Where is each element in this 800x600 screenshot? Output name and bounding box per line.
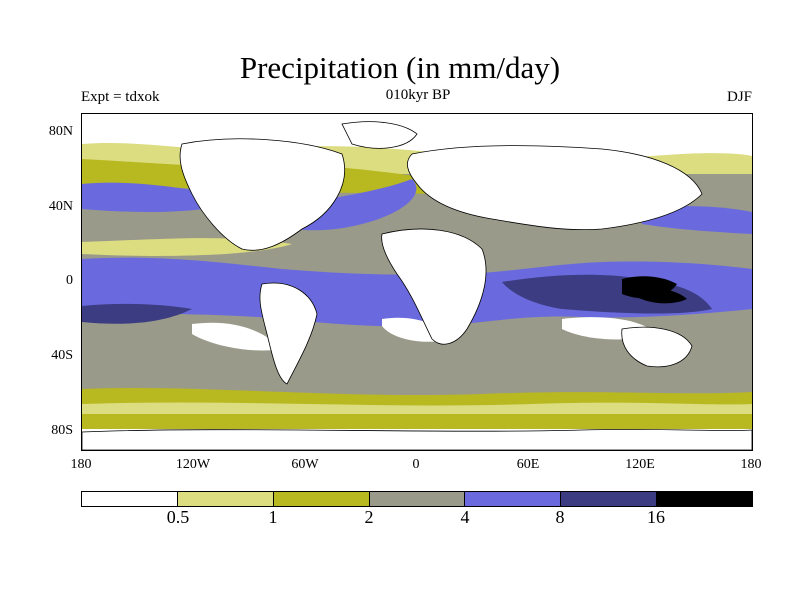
colorbar-seg-gt-16	[656, 492, 753, 506]
colorbar-seg-2-4	[368, 492, 465, 506]
colorbar	[81, 491, 753, 507]
south-america	[259, 282, 318, 385]
colorbar-label-2: 2	[364, 507, 374, 527]
experiment-label: Expt = tdxok	[81, 89, 160, 105]
colorbar-seg-1-2	[272, 492, 369, 506]
antarctica	[82, 429, 752, 450]
colorbar-label-4: 4	[460, 507, 470, 527]
precipitation-map	[81, 113, 753, 451]
maritime-continent-max2	[637, 288, 687, 304]
x-tick-60w: 60W	[291, 457, 319, 472]
colorbar-seg-0.5-1	[176, 492, 273, 506]
greenland	[341, 121, 418, 149]
x-tick-120e: 120E	[625, 457, 655, 472]
australia	[621, 326, 693, 368]
southern-edge-band	[82, 416, 752, 429]
colorbar-seg-4-8	[464, 492, 561, 506]
southern-light-band	[82, 402, 752, 414]
y-tick-80s: 80S	[51, 423, 73, 438]
map-title: Precipitation (in mm/day)	[239, 50, 561, 85]
colorbar-label-8: 8	[555, 507, 565, 527]
y-tick-eq: 0	[66, 273, 73, 288]
colorbar-label-1: 1	[268, 507, 278, 527]
colorbar-label-16: 16	[647, 507, 665, 527]
y-tick-40s: 40S	[51, 348, 73, 363]
north-america	[179, 138, 345, 251]
east-pacific-core	[82, 303, 192, 324]
x-tick-0: 0	[412, 457, 420, 472]
colorbar-seg-lt-0.5	[82, 492, 177, 506]
africa	[381, 228, 487, 345]
period-label: 010kyr BP	[385, 87, 451, 103]
eurasia	[407, 145, 703, 231]
x-tick-180w: 180	[70, 457, 92, 472]
x-tick-60e: 60E	[516, 457, 540, 472]
y-tick-80n: 80N	[48, 124, 73, 139]
y-tick-40n: 40N	[48, 199, 73, 214]
season-label: DJF	[726, 89, 752, 105]
south-pacific-dry	[192, 322, 282, 351]
colorbar-seg-8-16	[560, 492, 657, 506]
x-tick-180e: 180	[740, 457, 762, 472]
colorbar-label-0.5: 0.5	[166, 507, 190, 527]
x-tick-120w: 120W	[175, 457, 211, 472]
